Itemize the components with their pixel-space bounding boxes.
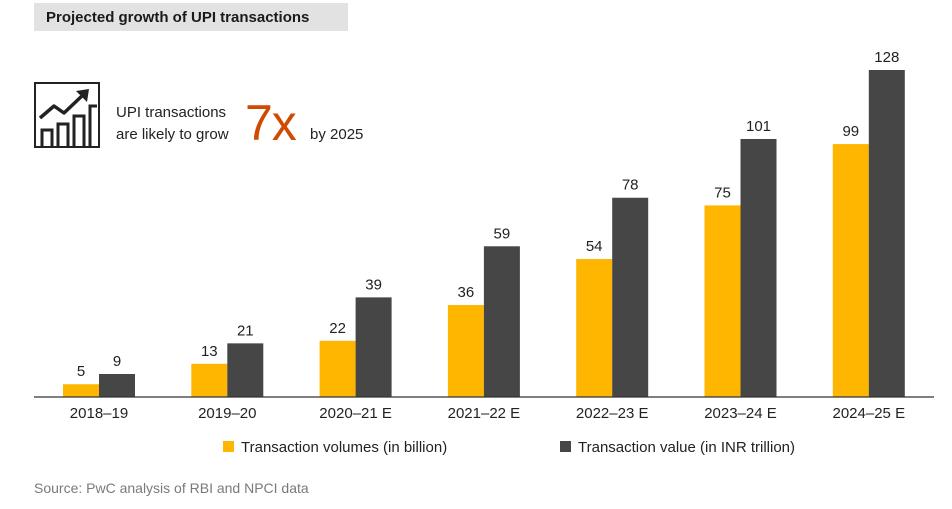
data-label-volume-4: 54 — [586, 238, 603, 255]
bar-value-5 — [740, 138, 777, 397]
x-tick-label-3: 2021–22 E — [448, 405, 521, 422]
data-label-value-4: 78 — [622, 177, 639, 194]
legend-label-value: Transaction value (in INR trillion) — [578, 439, 795, 456]
bar-value-6 — [868, 70, 905, 397]
bar-value-1 — [227, 343, 264, 397]
bar-value-0 — [99, 374, 135, 397]
data-label-value-5: 101 — [746, 118, 771, 135]
callout-highlight: 7x — [245, 95, 297, 151]
x-tick-label-1: 2019–20 — [198, 405, 256, 422]
legend-swatch-volume — [223, 441, 234, 452]
bars-layer — [63, 70, 905, 397]
bar-volume-0 — [63, 384, 99, 397]
bar-value-4 — [612, 197, 649, 397]
chart-title: Projected growth of UPI transactions — [46, 9, 310, 26]
bar-volume-2 — [319, 340, 356, 397]
x-tick-labels-layer: 2018–19 2019–20 2020–21 E 2021–22 E 2022–23 … — [70, 405, 905, 422]
bar-value-3 — [483, 246, 520, 397]
bar-volume-3 — [447, 305, 484, 397]
data-label-volume-1: 13 — [201, 343, 218, 360]
data-label-volume-6: 99 — [842, 123, 859, 140]
source-note: Source: PwC analysis of RBI and NPCI dat… — [34, 480, 309, 496]
data-label-value-6: 128 — [874, 49, 899, 66]
legend-label-volume: Transaction volumes (in billion) — [241, 439, 447, 456]
growth-callout: UPI transactions are likely to grow 7x b… — [34, 82, 394, 152]
bar-volume-1 — [191, 363, 228, 397]
x-tick-label-6: 2024–25 E — [833, 405, 906, 422]
callout-tail: by 2025 — [310, 126, 364, 143]
title-banner: Projected growth of UPI transactions — [34, 3, 348, 31]
x-tick-label-0: 2018–19 — [70, 405, 128, 422]
callout-line-1: UPI transactions — [116, 104, 227, 121]
data-label-value-1: 21 — [237, 322, 254, 339]
data-label-volume-3: 36 — [458, 284, 475, 301]
data-label-value-0: 9 — [113, 353, 121, 370]
x-tick-label-4: 2022–23 E — [576, 405, 649, 422]
bar-volume-4 — [576, 259, 613, 397]
legend-swatch-value — [560, 441, 571, 452]
bar-value-2 — [355, 297, 392, 397]
data-label-volume-2: 22 — [329, 320, 346, 337]
bar-volume-6 — [832, 144, 869, 397]
data-label-value-3: 59 — [494, 225, 511, 242]
x-tick-label-2: 2020–21 E — [319, 405, 392, 422]
legend: Transaction volumes (in billion) Transac… — [223, 439, 795, 456]
data-label-value-2: 39 — [365, 276, 382, 293]
callout-line-2: are likely to grow — [116, 126, 229, 143]
data-label-volume-5: 75 — [714, 184, 731, 201]
data-label-volume-0: 5 — [77, 363, 85, 380]
growth-chart-icon — [34, 82, 100, 148]
x-tick-label-5: 2023–24 E — [704, 405, 777, 422]
bar-volume-5 — [704, 205, 741, 397]
